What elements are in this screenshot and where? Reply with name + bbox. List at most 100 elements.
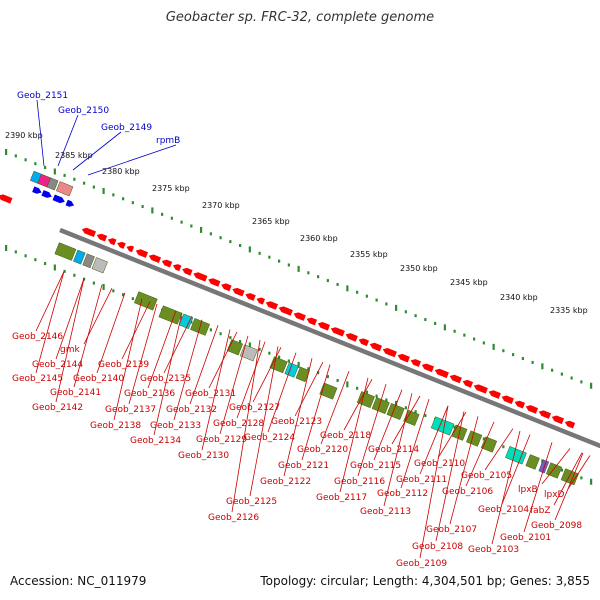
gene-label-red: Geob_2112 — [377, 489, 428, 499]
gene-label-red: Geob_2125 — [226, 497, 277, 507]
leader-line — [294, 361, 324, 417]
inner-tick — [102, 283, 105, 290]
gene-arrow — [232, 287, 245, 297]
feature-block — [73, 249, 86, 265]
gene-arrow — [293, 312, 306, 321]
leader-line — [343, 379, 373, 431]
leader-line — [35, 271, 65, 374]
gene-arrow — [449, 374, 462, 384]
outer-tick — [336, 282, 339, 286]
map-title: Geobacter sp. FRC-32, complete genome — [165, 10, 435, 25]
kbp-label: 2385 kbp — [55, 151, 93, 160]
outer-tick — [463, 333, 466, 337]
leader-line — [400, 399, 430, 489]
feature-block — [403, 409, 420, 426]
gene-label-blue: Geob_2149 — [101, 123, 152, 133]
gene-arrow — [52, 194, 65, 204]
outer-tick-track — [5, 149, 593, 389]
outer-tick — [307, 271, 310, 275]
inner-tick — [424, 414, 427, 418]
gene-arrow — [421, 363, 435, 373]
outer-tick — [239, 244, 242, 248]
leader-line — [391, 395, 421, 445]
feature-block — [386, 403, 405, 420]
outer-tick — [365, 294, 368, 298]
feature-block — [545, 462, 563, 479]
feature-block — [525, 454, 540, 470]
gene-label-blue: rpmB — [156, 136, 180, 146]
feature-block — [560, 468, 579, 486]
outer-tick — [112, 193, 115, 197]
gene-label-red: Geob_2114 — [368, 445, 419, 455]
genome-summary-text: Topology: circular; Length: 4,304,501 bp… — [260, 574, 590, 588]
outer-tick — [229, 240, 232, 244]
gene-arrow — [564, 420, 576, 429]
outer-tick — [512, 353, 515, 357]
inner-tick — [385, 398, 388, 402]
leader-line — [201, 329, 231, 451]
gene-label-red: Geob_2105 — [461, 471, 512, 481]
outer-tick — [102, 187, 105, 194]
gene-label-red: Geob_2116 — [334, 477, 385, 487]
kbp-label: 2365 kbp — [252, 217, 290, 226]
gene-label-red: Geob_2136 — [124, 389, 175, 399]
gene-arrow — [193, 272, 208, 282]
gene-label-red: Geob_2144 — [32, 360, 83, 370]
gene-arrow — [65, 199, 75, 207]
inner-tick — [404, 406, 407, 410]
accession-text: Accession: NC_011979 — [10, 574, 147, 588]
leader-line — [147, 310, 177, 389]
inner-tick — [307, 367, 310, 371]
leader-line — [465, 421, 495, 487]
outer-tick — [248, 246, 251, 253]
leader-line — [435, 411, 465, 542]
gene-label-red: Geob_2107 — [426, 525, 477, 535]
gene-arrow — [345, 333, 358, 342]
gene-arrow — [462, 379, 474, 388]
outer-tick — [453, 329, 456, 333]
feature-block — [371, 397, 390, 415]
outer-tick — [287, 263, 290, 267]
leader-line — [96, 292, 126, 374]
gene-arrow — [525, 405, 539, 414]
outer-tick — [414, 314, 417, 318]
outer-tick — [473, 337, 476, 341]
kbp-label: 2355 kbp — [350, 250, 388, 259]
feature-block — [430, 416, 455, 436]
feature-block — [91, 257, 108, 274]
gene-label-red: Geob_2131 — [185, 389, 236, 399]
gene-label-red: Geob_2104 — [478, 505, 529, 515]
outer-tick — [151, 207, 154, 214]
inner-tick — [502, 445, 505, 449]
gene-arrow — [221, 283, 232, 292]
gene-label-red: Geob_2106 — [442, 487, 493, 497]
gene-arrow — [41, 190, 52, 198]
gene-label-red: Geob_2120 — [297, 445, 348, 455]
inner-tick — [131, 297, 134, 301]
kbp-label: 2370 kbp — [202, 201, 240, 210]
feature-block — [46, 177, 59, 191]
gene-arrow — [32, 186, 42, 194]
outer-tick — [190, 224, 193, 228]
inner-tick — [122, 293, 125, 297]
gene-arrow — [538, 410, 552, 419]
gene-label-red: Geob_2129 — [196, 435, 247, 445]
gene-label-red: Geob_2124 — [244, 433, 295, 443]
leader-line — [301, 364, 331, 461]
leader-line — [320, 371, 350, 445]
gene-arrow — [182, 267, 193, 276]
leader-line — [173, 319, 203, 421]
gene-arrow — [0, 194, 13, 204]
gene-label-red: Geob_2128 — [213, 419, 264, 429]
leader-line — [523, 442, 553, 533]
outer-tick — [24, 158, 27, 162]
outer-tick — [63, 173, 66, 177]
leader-line — [383, 393, 413, 507]
gene-arrow — [397, 353, 410, 363]
leader-line — [72, 131, 122, 171]
kbp-label: 2350 kbp — [400, 264, 438, 273]
gene-label-red: Geob_2142 — [32, 403, 83, 413]
inner-tick — [229, 336, 232, 340]
leader-line — [373, 389, 403, 461]
